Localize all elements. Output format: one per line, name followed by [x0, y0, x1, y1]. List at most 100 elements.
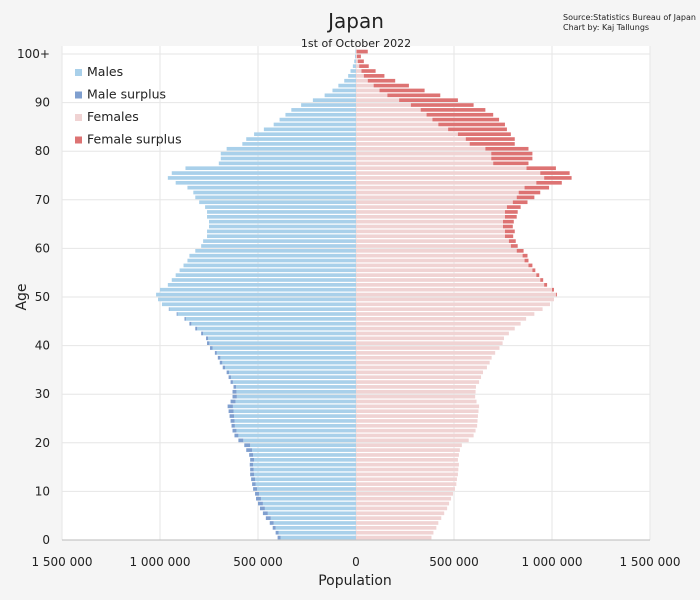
female-bar [356, 385, 476, 389]
male-surplus-bar [217, 355, 221, 360]
female-surplus-bar [432, 117, 500, 122]
male-bar [209, 341, 356, 345]
male-bar [175, 180, 356, 185]
male-bar [207, 210, 356, 214]
male-bar [253, 467, 356, 472]
male-bar [355, 49, 356, 54]
male-surplus-bar [253, 487, 258, 491]
male-bar [183, 263, 356, 268]
female-surplus-bar [555, 292, 557, 297]
male-surplus-bar [219, 360, 223, 365]
female-bar [356, 88, 380, 93]
female-surplus-bar [469, 142, 515, 146]
bars [156, 49, 572, 540]
female-bar [356, 64, 360, 68]
male-bar [278, 530, 356, 535]
y-tick-label: 80 [35, 144, 50, 158]
male-bar [185, 166, 356, 171]
male-bar [253, 453, 356, 457]
female-bar [356, 151, 492, 156]
female-bar [356, 74, 364, 78]
male-surplus-bar [232, 389, 237, 394]
male-surplus-bar [209, 346, 213, 350]
female-bar [356, 253, 523, 258]
female-bar [356, 229, 505, 234]
y-tick-label: 60 [35, 241, 50, 255]
female-surplus-bar [516, 195, 535, 200]
male-bar [195, 249, 356, 253]
female-surplus-bar [540, 171, 570, 175]
female-surplus-bar [506, 205, 521, 209]
male-bar [232, 380, 356, 384]
male-bar [279, 117, 356, 122]
male-surplus-bar [249, 453, 254, 457]
female-surplus-bar [536, 273, 540, 277]
female-bar [356, 200, 513, 205]
male-surplus-bar [232, 394, 237, 399]
female-bar [356, 98, 400, 102]
male-bar [177, 312, 356, 316]
male-bar [236, 385, 356, 389]
male-bar [338, 83, 356, 88]
male-bar [208, 336, 356, 341]
male-bar [350, 69, 356, 73]
male-surplus-bar [256, 496, 261, 501]
chart-title: Japan [326, 9, 384, 33]
female-bar [356, 93, 388, 98]
female-surplus-bar [504, 229, 515, 234]
male-surplus-bar [214, 351, 217, 355]
female-surplus-bar [356, 54, 361, 59]
legend-label: Female surplus [87, 132, 182, 147]
male-bar [187, 258, 356, 263]
male-bar [254, 457, 356, 462]
female-bar [356, 370, 484, 375]
male-bar [209, 219, 356, 224]
female-bar [356, 214, 505, 219]
y-tick-label: 90 [35, 96, 50, 110]
female-surplus-bar [387, 93, 441, 98]
female-bar [356, 239, 509, 243]
female-bar [356, 263, 529, 268]
female-surplus-bar [512, 200, 528, 205]
male-bar [171, 278, 356, 282]
female-surplus-bar [522, 253, 528, 258]
male-bar [285, 112, 356, 117]
female-bar [356, 132, 458, 137]
male-bar [246, 137, 356, 141]
legend-label: Females [87, 109, 139, 124]
female-bar [356, 336, 504, 341]
female-surplus-bar [363, 74, 385, 78]
male-bar [262, 501, 356, 506]
male-bar [258, 492, 356, 496]
male-surplus-bar [230, 380, 233, 384]
male-bar [226, 146, 356, 151]
x-tick-label: 0 [352, 555, 360, 569]
female-bar [356, 69, 362, 73]
male-surplus-bar [259, 506, 265, 511]
female-bar [356, 302, 551, 307]
y-tick-label: 70 [35, 193, 50, 207]
male-bar [171, 171, 356, 175]
female-surplus-bar [540, 278, 544, 282]
male-bar [195, 195, 356, 200]
female-bar [356, 516, 442, 520]
female-bar [356, 511, 445, 516]
female-bar [356, 283, 545, 287]
female-bar [356, 351, 496, 355]
male-bar [225, 365, 356, 370]
male-bar [218, 161, 356, 166]
female-surplus-bar [356, 49, 368, 54]
female-surplus-bar [357, 59, 364, 64]
female-bar [356, 326, 515, 331]
male-bar [201, 244, 356, 248]
male-surplus-bar [230, 419, 235, 423]
male-surplus-bar [246, 448, 253, 452]
female-surplus-bar [399, 98, 458, 102]
female-surplus-bar [532, 268, 536, 273]
male-surplus-bar [244, 443, 251, 448]
male-bar [207, 229, 356, 234]
y-tick-label: 40 [35, 339, 50, 353]
female-surplus-bar [526, 166, 556, 171]
male-bar [158, 297, 356, 302]
male-bar [354, 59, 356, 64]
